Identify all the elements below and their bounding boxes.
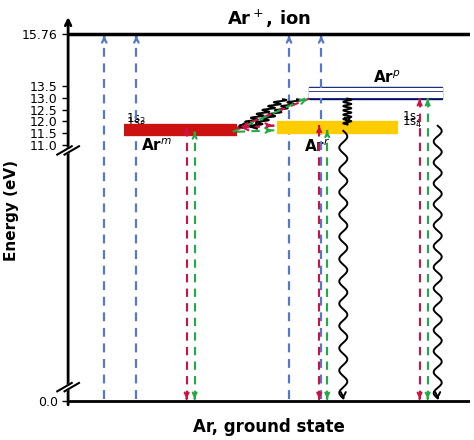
Text: Ar$^r$: Ar$^r$ [304, 138, 330, 155]
Text: Ar$^+$, ion: Ar$^+$, ion [227, 7, 311, 29]
Text: 1s$_2$: 1s$_2$ [401, 110, 422, 125]
X-axis label: Ar, ground state: Ar, ground state [193, 418, 345, 436]
Text: 1s$_4$: 1s$_4$ [401, 115, 422, 130]
Text: 1s$_3$: 1s$_3$ [127, 112, 146, 127]
Text: Ar$^m$: Ar$^m$ [141, 138, 172, 154]
Text: Ar$^p$: Ar$^p$ [374, 70, 401, 86]
Text: 1s$_5$: 1s$_5$ [127, 116, 146, 131]
Bar [309, 87, 442, 99]
Y-axis label: Energy (eV): Energy (eV) [4, 161, 19, 261]
